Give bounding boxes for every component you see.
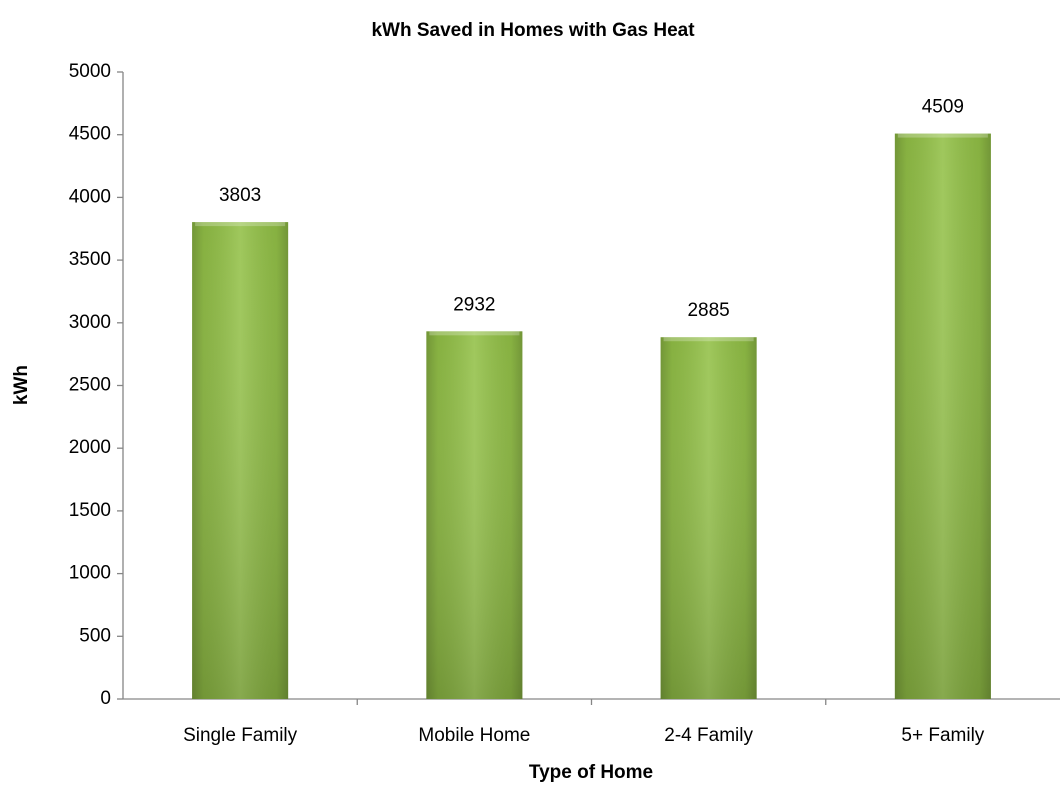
value-label: 4509: [922, 97, 964, 118]
y-tick-label: 0: [100, 688, 111, 709]
bar-shade: [660, 337, 757, 699]
y-tick-label: 4500: [69, 124, 111, 145]
y-tick-label: 3000: [69, 312, 111, 333]
y-tick-label: 500: [79, 625, 111, 646]
bar-shade: [426, 331, 523, 699]
chart-title: kWh Saved in Homes with Gas Heat: [371, 20, 695, 41]
x-tick-label: 5+ Family: [901, 725, 984, 746]
value-label: 2885: [687, 300, 729, 321]
bar-shade: [894, 133, 991, 699]
y-tick-label: 2500: [69, 375, 111, 396]
x-axis-title: Type of Home: [529, 762, 653, 783]
bar-bevel: [195, 222, 286, 227]
y-tick-label: 5000: [69, 61, 111, 82]
y-tick-label: 1000: [69, 563, 111, 584]
bar-bevel: [897, 133, 988, 138]
y-tick-label: 4000: [69, 186, 111, 207]
bar-shade: [192, 222, 289, 699]
x-tick-label: Mobile Home: [418, 725, 530, 746]
y-tick-label: 1500: [69, 500, 111, 521]
value-label: 3803: [219, 185, 261, 206]
bar-bevel: [429, 331, 520, 336]
x-tick-label: Single Family: [183, 725, 298, 746]
y-axis-title: kWh: [11, 365, 32, 405]
value-label: 2932: [453, 294, 495, 315]
x-tick-label: 2-4 Family: [664, 725, 753, 746]
bar-bevel: [663, 337, 754, 342]
y-tick-label: 2000: [69, 437, 111, 458]
y-tick-label: 3500: [69, 249, 111, 270]
